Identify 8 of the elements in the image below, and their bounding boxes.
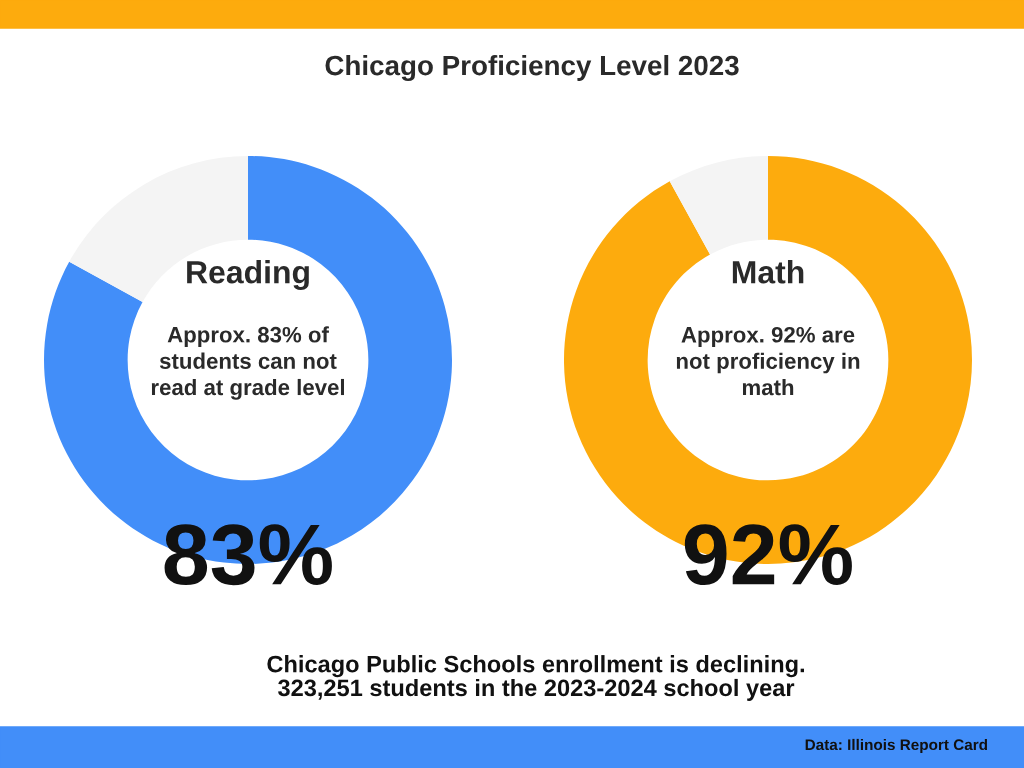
text: Data: Illinois Report Card (805, 738, 987, 754)
text: Approx. 92% are not proficiency in math (676, 326, 860, 396)
text: Reading (187, 260, 309, 290)
text: Chicago Proficiency Level 2023 (325, 54, 739, 82)
text: Math (732, 260, 804, 284)
text: Approx. 83% of students can not read at grade level (151, 326, 345, 400)
donut-slice (669, 156, 768, 255)
text: Chicago Public Schools enrollment is declining. 323,251 students in the 2023-2024 school year (267, 655, 804, 701)
